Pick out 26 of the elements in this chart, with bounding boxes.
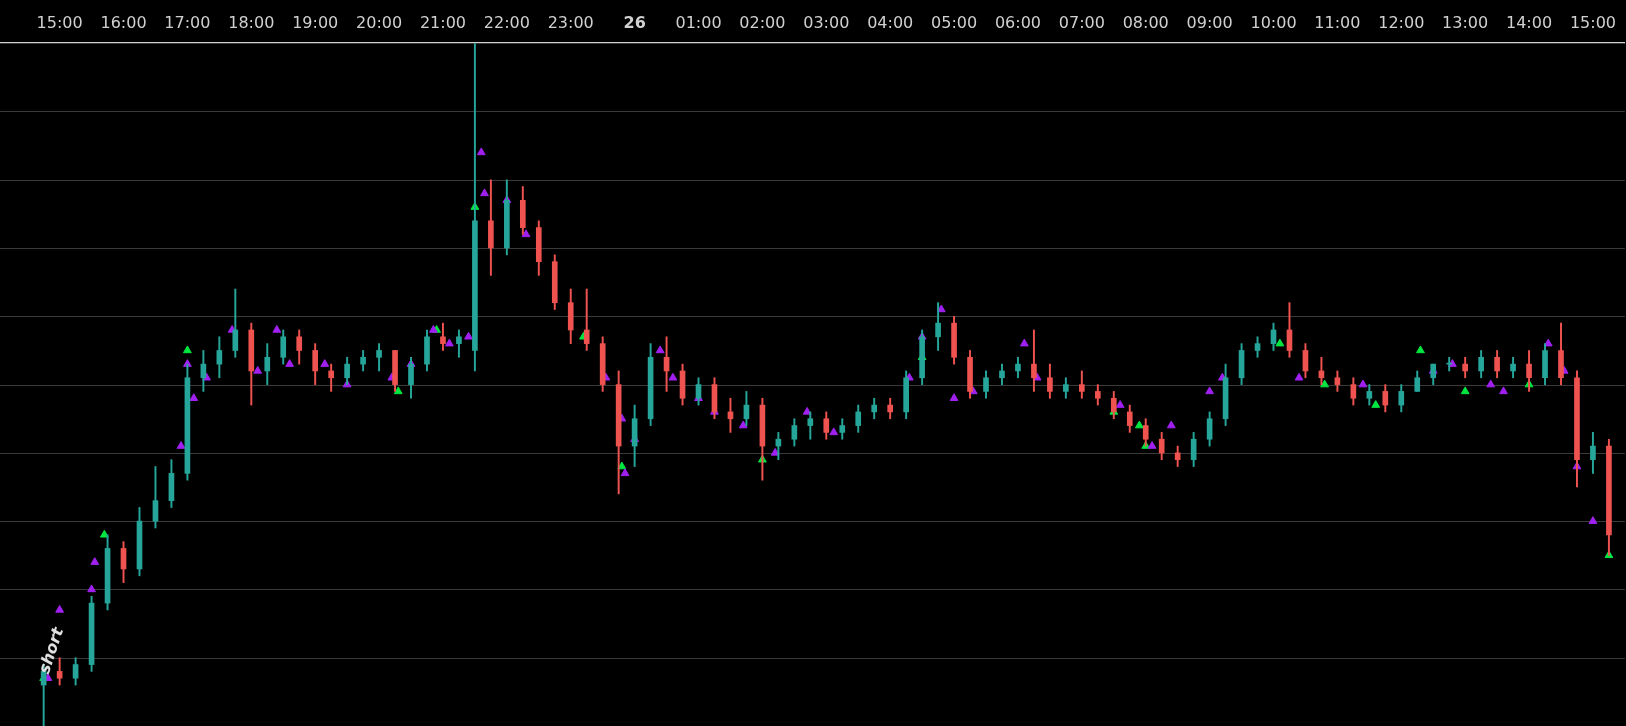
x-tick-label: 11:00 [1314, 12, 1361, 32]
x-tick-label: 07:00 [1058, 12, 1105, 32]
x-tick-label: 04:00 [867, 12, 914, 32]
x-tick-label: 05:00 [931, 12, 978, 32]
x-tick-label: 20:00 [356, 12, 403, 32]
x-tick-label: 26 [623, 12, 646, 32]
x-tick-label: 17:00 [164, 12, 211, 32]
x-tick-label: 08:00 [1122, 12, 1169, 32]
x-tick-label: 13:00 [1442, 12, 1489, 32]
x-tick-label: 15:00 [1569, 12, 1616, 32]
x-tick-label: 10:00 [1250, 12, 1297, 32]
x-tick-label: 02:00 [739, 12, 786, 32]
x-tick-label: 12:00 [1378, 12, 1425, 32]
annotation: short [34, 623, 68, 677]
x-tick-label: 01:00 [675, 12, 722, 32]
x-tick-label: 06:00 [994, 12, 1042, 32]
x-tick-label: 21:00 [419, 12, 467, 32]
x-tick-label: 14:00 [1506, 12, 1553, 32]
x-tick-label: 09:00 [1186, 12, 1233, 32]
x-tick-label: 23:00 [547, 12, 594, 32]
x-tick-label: 15:00 [36, 12, 83, 32]
x-tick-label: 19:00 [292, 12, 339, 32]
x-tick-label: 18:00 [228, 12, 275, 32]
x-tick-label: 16:00 [100, 12, 147, 32]
x-tick-label: 03:00 [803, 12, 850, 32]
x-tick-label: 22:00 [483, 12, 530, 32]
